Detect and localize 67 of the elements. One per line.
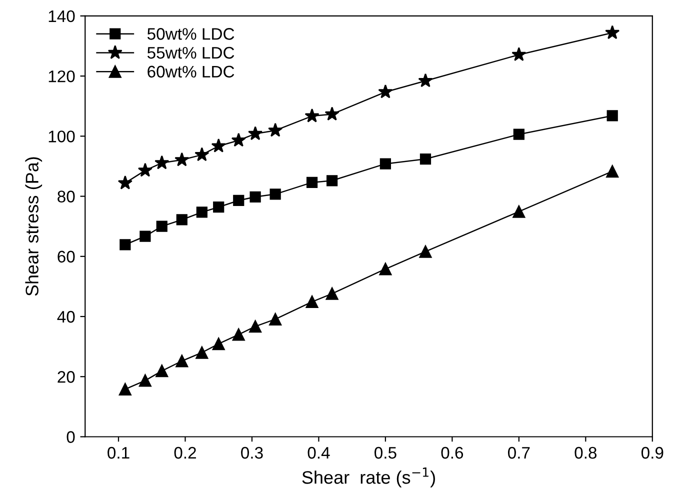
- point: [120, 239, 131, 250]
- x-tick-label: 0.9: [641, 446, 664, 459]
- point: [326, 287, 338, 300]
- point: [154, 155, 170, 170]
- point: [306, 176, 318, 188]
- point: [326, 175, 338, 186]
- point: [606, 110, 618, 122]
- point: [269, 312, 282, 326]
- point: [512, 47, 526, 62]
- point: [156, 220, 168, 232]
- point: [306, 296, 318, 308]
- point: [419, 245, 432, 258]
- x-tick-label: 0.4: [308, 446, 330, 459]
- y-tick-label: 140: [48, 10, 75, 22]
- point: [605, 25, 620, 40]
- point: [118, 383, 132, 396]
- legend-label: 50wt% LDC: [147, 28, 234, 40]
- point: [606, 165, 619, 178]
- point: [420, 153, 432, 165]
- point: [304, 108, 320, 122]
- point: [118, 175, 132, 190]
- point: [213, 202, 224, 213]
- x-tick-label: 0.7: [508, 446, 530, 459]
- point: [268, 122, 283, 137]
- point: [378, 84, 393, 98]
- x-tick-label: 0.3: [241, 446, 263, 459]
- legend-label: 55wt% LDC: [147, 46, 234, 59]
- point: [248, 126, 263, 140]
- legend-label: 60wt% LDC: [148, 66, 234, 78]
- point: [176, 354, 188, 368]
- point: [512, 205, 526, 218]
- point: [211, 138, 226, 152]
- x-tick-label: 0.6: [441, 446, 464, 459]
- x-tick-label: 0.5: [374, 446, 396, 459]
- point: [196, 346, 208, 359]
- point: [138, 162, 152, 177]
- x-tick-label: 0.1: [108, 446, 130, 459]
- y-axis-title: Shear stress (Pa): [25, 157, 42, 296]
- point: [212, 338, 225, 350]
- y-tick-label: 40: [57, 310, 75, 323]
- point: [138, 374, 152, 387]
- point: [250, 191, 261, 202]
- point: [270, 188, 281, 200]
- y-tick-label: 100: [48, 130, 75, 142]
- point: [380, 158, 391, 170]
- point: [196, 206, 208, 218]
- point: [379, 262, 392, 276]
- y-tick-label: 20: [58, 371, 75, 383]
- point: [418, 73, 433, 88]
- point: [249, 320, 262, 333]
- y-tick-label: 120: [48, 70, 75, 82]
- y-tick-label: 60: [58, 250, 75, 263]
- point: [324, 106, 340, 121]
- point: [231, 132, 246, 147]
- y-tick-label: 0: [66, 431, 75, 443]
- point: [194, 147, 210, 162]
- point: [176, 214, 188, 226]
- x-axis-title: Shear rate (s$^{−1}$): [302, 468, 435, 488]
- point: [140, 230, 151, 242]
- x-tick-label: 0.8: [574, 446, 597, 459]
- point: [513, 128, 524, 140]
- y-tick-label: 80: [58, 190, 75, 202]
- point: [174, 152, 190, 166]
- point: [233, 194, 244, 206]
- point: [232, 328, 245, 341]
- x-tick-label: 0.2: [174, 446, 196, 459]
- point: [156, 364, 168, 378]
